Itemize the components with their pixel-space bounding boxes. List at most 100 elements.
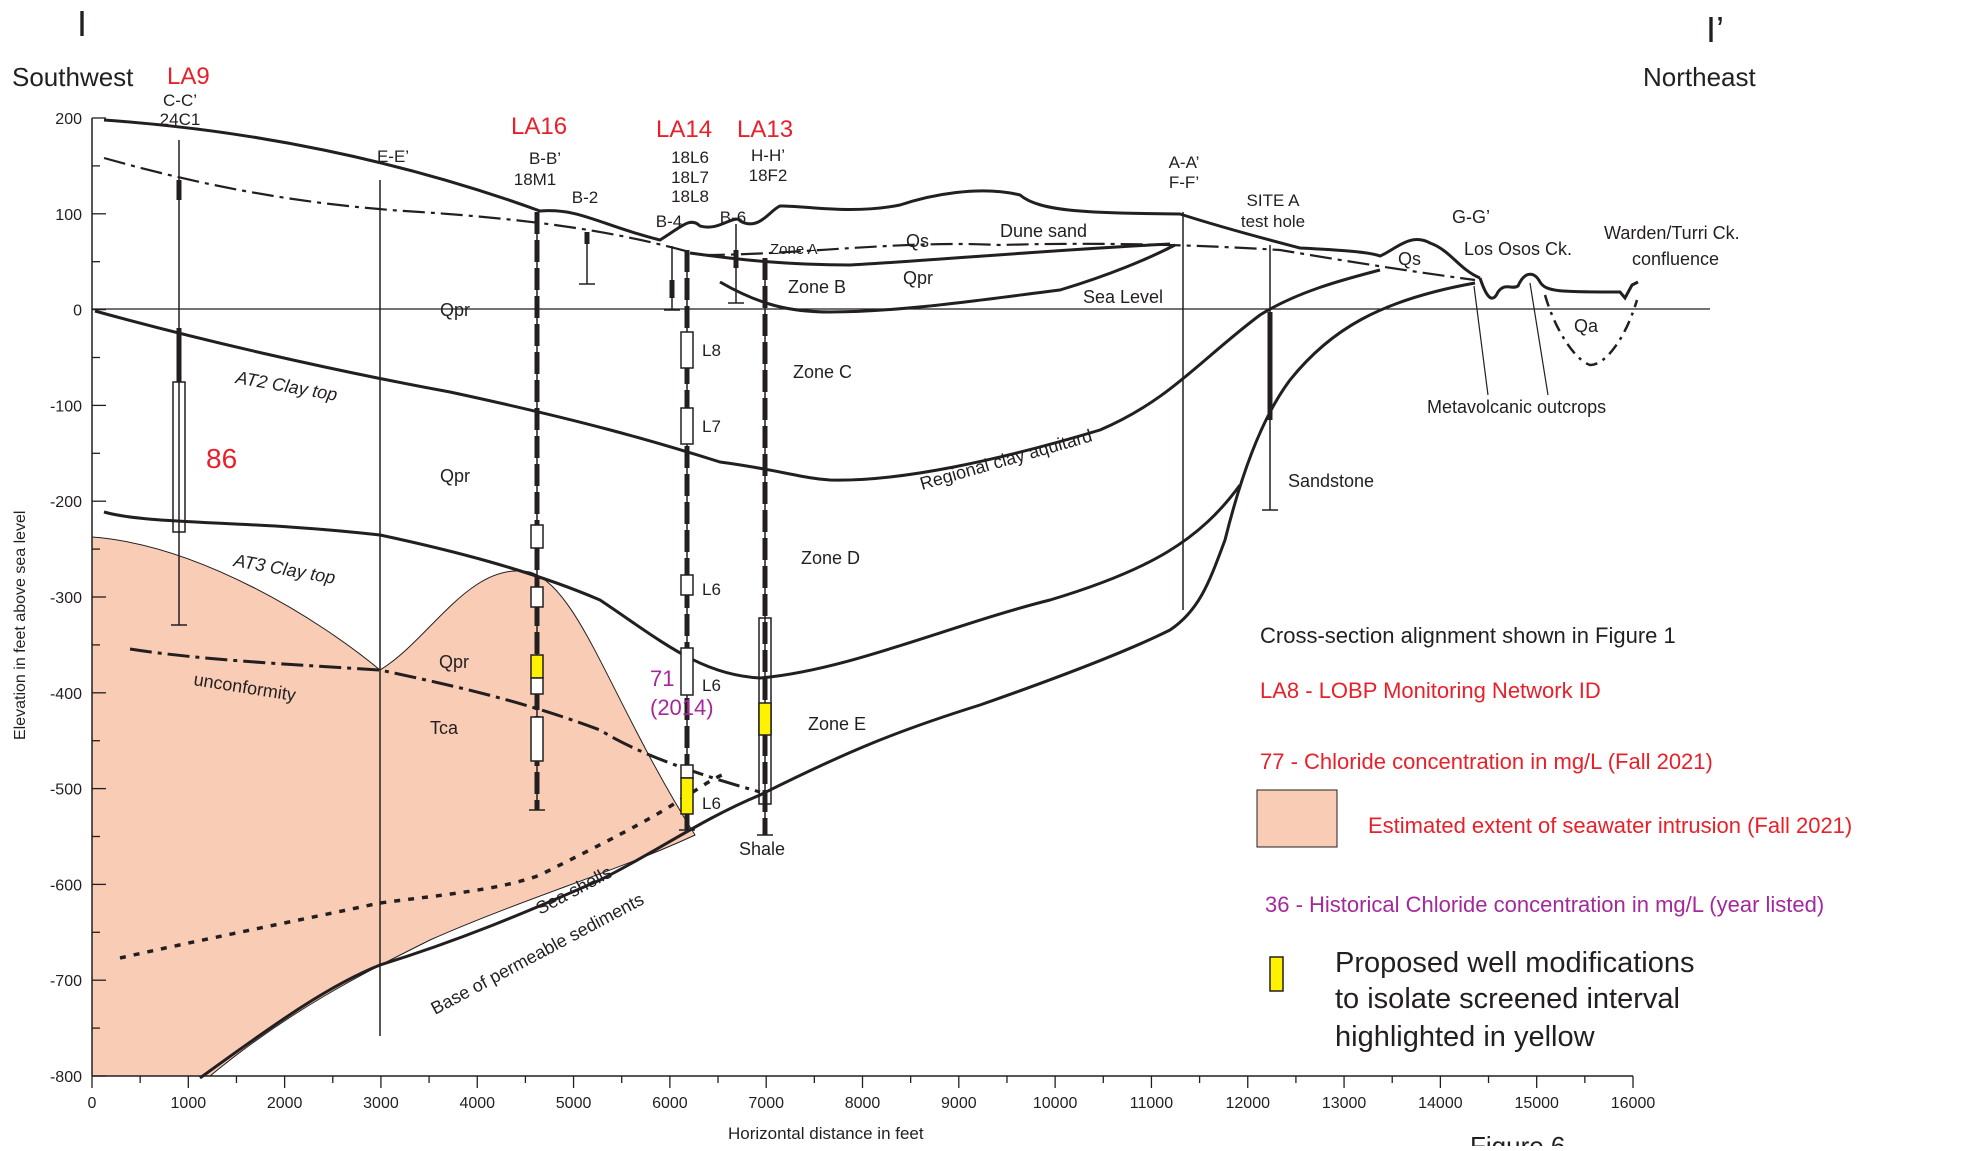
x-tick-label: 10000 xyxy=(1033,1095,1078,1112)
y-axis-ticks: 200 100 0 -100 -200 -300 -400 -500 -600 -700 -800 xyxy=(50,111,106,1086)
well-label-b-b: B-B’ xyxy=(529,149,561,168)
label-g-g: G-G’ xyxy=(1452,207,1490,227)
creek-channel xyxy=(1478,272,1639,301)
legend: Cross-section alignment shown in Figure … xyxy=(1260,623,1852,1053)
y-tick-label: -600 xyxy=(50,877,82,894)
y-tick-label: -700 xyxy=(50,973,82,990)
historical-chloride-value: 71 xyxy=(650,666,674,691)
label-zone-e: Zone E xyxy=(808,714,866,734)
x-tick-label: 15000 xyxy=(1514,1095,1559,1112)
screen-label-l6c: L6 xyxy=(702,794,721,813)
network-id-la9: LA9 xyxy=(167,63,210,90)
x-tick-label: 5000 xyxy=(556,1095,592,1112)
y-tick-label: 0 xyxy=(73,303,82,320)
well-b-6 xyxy=(728,224,744,304)
metavolcanic-leaders xyxy=(1473,282,1549,396)
well-label-b-2: B-2 xyxy=(572,188,598,207)
section-lines xyxy=(379,180,1184,1036)
well-b-2 xyxy=(579,232,595,285)
legend-proposed-line1: Proposed well modifications xyxy=(1335,947,1694,979)
network-id-la13: LA13 xyxy=(737,116,793,143)
historical-chloride-year: (2014) xyxy=(650,695,714,720)
network-id-la16: LA16 xyxy=(511,113,567,140)
x-tick-label: 0 xyxy=(88,1095,97,1112)
well-labels: C-C’ 24C1 E-E’ B-B’ 18M1 B-2 B-4 18L6 18… xyxy=(160,91,1305,231)
base-permeable-sediments-line xyxy=(199,281,1476,1080)
network-id-la14: LA14 xyxy=(656,116,712,143)
label-shale: Shale xyxy=(739,839,785,859)
qa-boundary-line xyxy=(1543,294,1639,367)
label-zone-d: Zone D xyxy=(801,548,860,568)
legend-network: LA8 - LOBP Monitoring Network ID xyxy=(1260,678,1601,703)
label-warden-turri-ck: Warden/Turri Ck. xyxy=(1604,223,1740,243)
x-tick-label: 2000 xyxy=(267,1095,303,1112)
well-label-test-hole: test hole xyxy=(1241,212,1305,231)
legend-yellow-swatch xyxy=(1269,956,1284,992)
at2-clay-top-line xyxy=(94,268,1381,482)
well-label-f-f: F-F’ xyxy=(1169,173,1199,192)
label-sea-level: Sea Level xyxy=(1083,287,1163,307)
y-tick-label: -400 xyxy=(50,686,82,703)
corner-label-right: I’ xyxy=(1706,9,1724,50)
well-label-a-a: A-A’ xyxy=(1169,153,1200,172)
legend-proposed-line3: highlighted in yellow xyxy=(1335,1021,1596,1053)
label-qpr-3: Qpr xyxy=(440,466,470,486)
x-axis-title: Horizontal distance in feet xyxy=(728,1124,924,1143)
well-label-site-a: SITE A xyxy=(1247,191,1301,210)
unconformity-line xyxy=(129,647,761,794)
well-label-18l8: 18L8 xyxy=(671,187,709,206)
x-axis-ticks: 0 1000 2000 3000 4000 5000 6000 7000 8000 9000 100… xyxy=(88,1076,1656,1112)
x-tick-label: 3000 xyxy=(363,1095,399,1112)
label-qs-1: Qs xyxy=(906,231,929,251)
screen-label-l7: L7 xyxy=(702,417,721,436)
legend-alignment: Cross-section alignment shown in Figure … xyxy=(1260,623,1676,648)
direction-right: Northeast xyxy=(1643,62,1756,92)
well-label-h-h: H-H’ xyxy=(751,146,785,165)
x-tick-label: 7000 xyxy=(748,1095,784,1112)
well-label-18l6: 18L6 xyxy=(671,148,709,167)
well-label-c-c: C-C’ xyxy=(163,91,197,110)
label-metavolcanic: Metavolcanic outcrops xyxy=(1427,397,1606,417)
well-label-18m1: 18M1 xyxy=(514,170,557,189)
well-18f2 xyxy=(757,258,773,836)
label-sandstone: Sandstone xyxy=(1288,471,1374,491)
x-tick-label: 6000 xyxy=(652,1095,688,1112)
x-tick-label: 11000 xyxy=(1130,1095,1173,1112)
y-tick-label: -200 xyxy=(50,494,82,511)
well-site-a xyxy=(1262,245,1278,511)
y-tick-label: 200 xyxy=(55,111,82,128)
x-tick-label: 4000 xyxy=(459,1095,495,1112)
well-label-b-6: B-6 xyxy=(720,208,746,227)
water-table-line xyxy=(103,156,1476,282)
ground-surface xyxy=(103,118,1481,280)
x-tick-label: 8000 xyxy=(845,1095,881,1112)
x-tick-label: 16000 xyxy=(1611,1095,1656,1112)
label-qpr-1: Qpr xyxy=(440,300,470,320)
well-18l6 xyxy=(679,250,695,831)
label-at3-clay-top: AT3 Clay top xyxy=(231,550,337,588)
zone-b-bottom-line xyxy=(719,243,1176,314)
label-confluence: confluence xyxy=(1632,249,1719,269)
screen-label-l6a: L6 xyxy=(702,580,721,599)
direction-left: Southwest xyxy=(12,62,134,92)
label-los-osos-ck: Los Osos Ck. xyxy=(1464,239,1572,259)
screen-label-l8: L8 xyxy=(702,341,721,360)
label-qa: Qa xyxy=(1574,316,1599,336)
well-label-18l7: 18L7 xyxy=(671,168,709,187)
legend-proposed-line2: to isolate screened interval xyxy=(1335,983,1680,1015)
zone-a-bottom-line xyxy=(689,242,1171,267)
y-tick-label: -300 xyxy=(50,590,82,607)
figure-label: Figure 6 xyxy=(1470,1131,1565,1146)
corner-label-left: I xyxy=(77,3,87,44)
seawater-intrusion-area xyxy=(91,536,696,1077)
label-tca: Tca xyxy=(430,718,459,738)
well-label-24c1: 24C1 xyxy=(160,110,201,129)
legend-intrusion-swatch xyxy=(1256,789,1338,848)
well-18m1 xyxy=(529,212,545,811)
label-at2-clay-top: AT2 Clay top xyxy=(233,367,339,405)
y-tick-label: -100 xyxy=(50,398,82,415)
x-tick-label: 1000 xyxy=(171,1095,207,1112)
screen-labels: L8 L7 L6 L6 L6 xyxy=(702,341,721,813)
